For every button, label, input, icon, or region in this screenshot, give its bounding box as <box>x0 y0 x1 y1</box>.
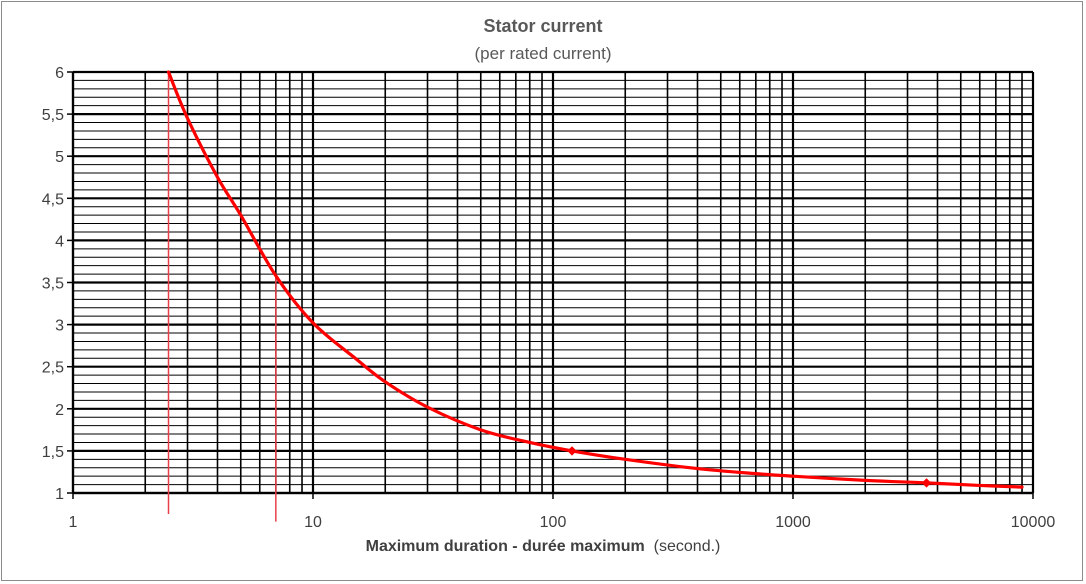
reference-lines <box>167 72 277 522</box>
x-tick-label: 10000 <box>1011 514 1056 531</box>
y-tick-label: 4,5 <box>42 191 64 208</box>
y-tick-label: 4 <box>55 233 64 250</box>
y-tick-label: 6 <box>55 65 64 82</box>
y-tick-label: 2 <box>55 402 64 419</box>
data-point-marker <box>921 478 932 488</box>
x-axis-label-main: Maximum duration - durée maximum <box>365 538 645 555</box>
y-tick-label: 3 <box>55 318 64 335</box>
x-axis-label-unit: (second.) <box>653 538 721 555</box>
x-tick-label: 10 <box>304 514 322 531</box>
series-group <box>166 70 1024 489</box>
x-axis-label: Maximum duration - durée maximum (second… <box>0 538 1086 556</box>
y-tick-label: 1,5 <box>42 444 64 461</box>
data-point-marker <box>567 446 577 456</box>
y-tick-label: 3,5 <box>42 276 64 293</box>
chart-subtitle: (per rated current) <box>474 44 612 63</box>
y-tick-label: 2,5 <box>42 360 64 377</box>
x-tick-label: 100 <box>540 514 567 531</box>
y-tick-label: 1 <box>55 486 64 503</box>
series-line <box>166 70 1024 489</box>
x-tick-label: 1 <box>69 514 78 531</box>
y-tick-label: 5,5 <box>42 107 64 124</box>
x-tick-labels: 1 10 100 1000 10000 <box>69 514 1056 531</box>
y-tick-labels: 1 1,5 2 2,5 3 3,5 4 4,5 5 5,5 6 <box>42 65 64 503</box>
axes <box>67 71 1034 499</box>
y-tick-label: 5 <box>55 149 64 166</box>
chart-title: Stator current <box>483 16 603 36</box>
x-gridlines <box>71 72 1035 493</box>
x-tick-label: 1000 <box>775 514 811 531</box>
